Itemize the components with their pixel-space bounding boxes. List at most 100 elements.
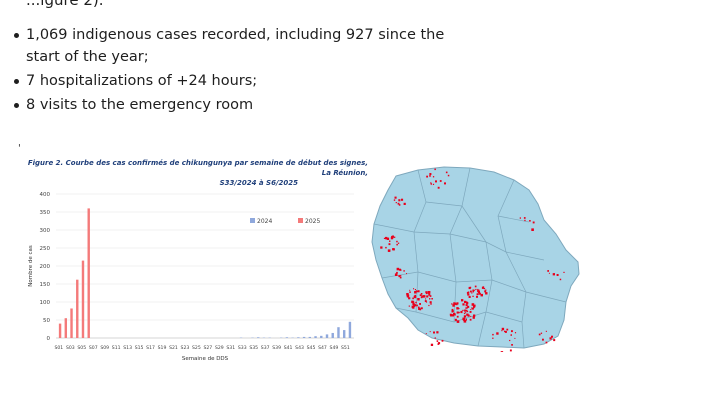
bar-2024 — [302, 336, 306, 338]
case-dot — [430, 183, 432, 185]
case-dot — [473, 305, 476, 308]
case-dot — [400, 269, 402, 271]
case-dot — [456, 315, 459, 318]
case-dot — [429, 301, 432, 304]
x-tick-label: S35 — [249, 345, 258, 351]
case-dot — [433, 331, 435, 334]
bar-2025 — [58, 323, 62, 338]
case-dot — [427, 291, 431, 294]
bar-2024 — [325, 334, 329, 338]
case-dot — [485, 289, 487, 291]
x-tick-label: S47 — [318, 345, 327, 351]
case-dot — [458, 308, 460, 310]
case-dot — [467, 291, 470, 294]
case-dot — [398, 204, 401, 206]
case-dot — [456, 302, 459, 305]
case-dot — [477, 289, 480, 293]
case-dot — [464, 309, 467, 312]
case-dot — [422, 295, 426, 298]
case-dot — [412, 297, 414, 300]
bullet-list: 1,069 indigenous cases recorded, includi… — [8, 24, 478, 118]
case-dot — [414, 291, 417, 294]
case-dot — [388, 243, 391, 246]
x-tick-label: S05 — [77, 345, 86, 351]
case-dot — [463, 315, 467, 318]
figure-title: Figure 2. Courbe des cas confirmés de ch… — [20, 158, 368, 188]
case-dot — [475, 288, 477, 291]
bar-2025 — [70, 308, 73, 338]
commune-border — [413, 231, 419, 313]
case-dot — [424, 300, 427, 302]
case-dot — [559, 278, 562, 281]
x-tick-label: S15 — [135, 345, 144, 351]
case-dot — [411, 305, 415, 309]
case-dot — [386, 237, 390, 240]
y-tick-label: 400 — [40, 192, 51, 198]
case-dot — [509, 339, 511, 342]
x-tick-label: S07 — [89, 345, 98, 351]
commune-border — [395, 307, 523, 323]
case-dot — [429, 331, 431, 333]
y-tick-label: 50 — [43, 318, 50, 324]
map-island-shape — [371, 166, 580, 349]
case-dot — [514, 337, 516, 339]
commune-border — [497, 215, 530, 223]
case-dot — [456, 311, 459, 314]
x-tick-label: S29 — [215, 345, 224, 351]
x-tick-label: S37 — [261, 345, 270, 351]
case-dot — [472, 290, 474, 293]
map-case-dots — [380, 168, 565, 352]
case-dot — [538, 333, 541, 336]
list-item: 1,069 indigenous cases recorded, includi… — [8, 24, 478, 68]
bar-2024 — [257, 337, 260, 338]
case-dot — [393, 199, 396, 201]
figure-title-line1: Figure 2. Courbe des cas confirmés de ch… — [27, 159, 368, 177]
case-dot — [425, 291, 428, 294]
case-dot — [430, 343, 434, 346]
commune-border — [373, 223, 545, 261]
case-dot — [500, 351, 504, 352]
case-dot — [419, 294, 422, 297]
case-dot — [549, 337, 552, 340]
case-dot — [552, 273, 555, 276]
case-dot — [465, 309, 468, 312]
case-dot — [385, 246, 387, 249]
case-dot — [421, 295, 424, 298]
x-tick-label: S11 — [112, 345, 121, 351]
case-dot — [397, 202, 400, 205]
case-dot — [413, 288, 415, 290]
bar-2025 — [87, 208, 90, 338]
case-dot — [470, 290, 472, 293]
stray-mark: ' — [18, 143, 21, 154]
bar-2024 — [320, 335, 323, 338]
case-dot — [399, 268, 401, 271]
case-dot — [545, 330, 547, 332]
case-dot — [509, 349, 512, 352]
x-tick-label: S19 — [158, 345, 167, 351]
bar-2025 — [64, 318, 68, 338]
case-dot — [469, 318, 472, 321]
commune-border — [449, 233, 457, 323]
case-dot — [458, 311, 460, 314]
case-dot — [396, 240, 398, 243]
case-dot — [434, 337, 436, 339]
case-dot — [400, 275, 402, 277]
case-dot — [470, 309, 472, 311]
commune-border — [381, 271, 567, 303]
case-dot — [496, 332, 499, 335]
case-dot — [399, 276, 402, 279]
case-dot — [473, 307, 475, 309]
case-dot — [451, 314, 454, 317]
case-dot — [439, 180, 442, 182]
case-dot — [471, 292, 473, 294]
case-dot — [425, 298, 427, 300]
x-tick-label: S01 — [54, 345, 63, 351]
case-dot — [425, 292, 428, 295]
case-dot — [472, 307, 474, 310]
case-dot — [429, 298, 431, 300]
case-dot — [435, 180, 437, 183]
bar-2025 — [76, 279, 79, 338]
case-dot — [472, 316, 475, 319]
case-dot — [466, 307, 468, 309]
